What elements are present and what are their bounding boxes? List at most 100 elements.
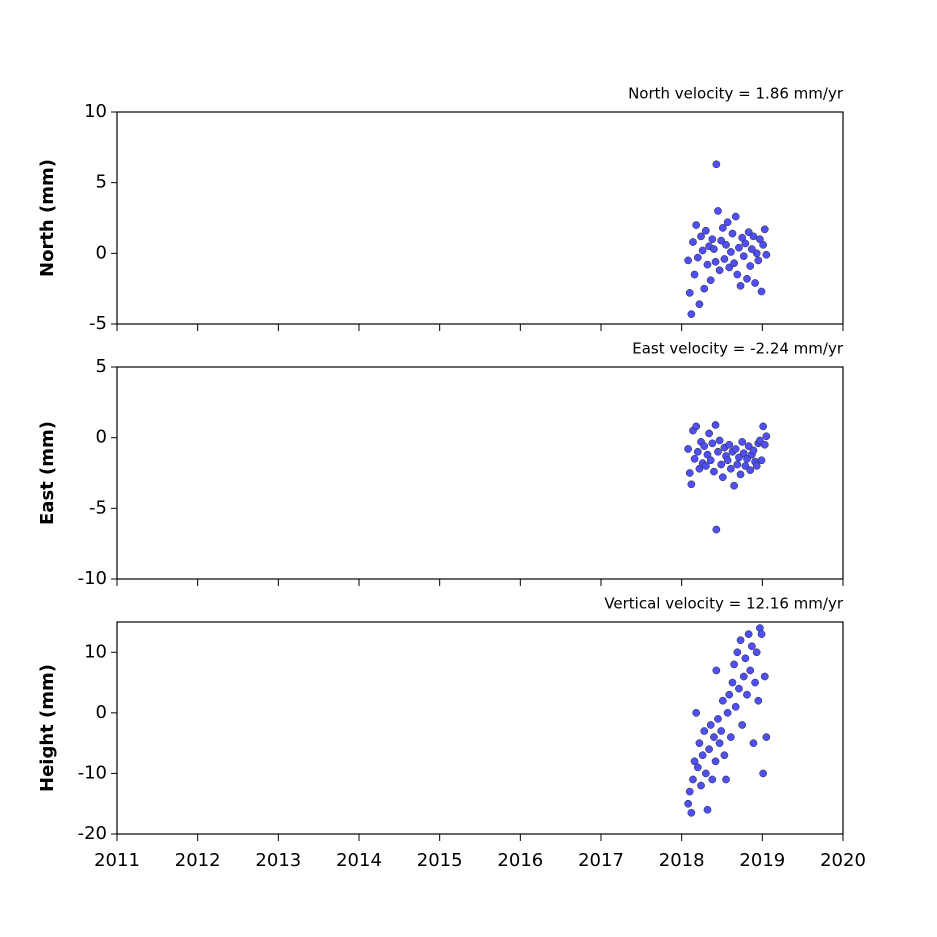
point bbox=[752, 249, 761, 258]
point bbox=[706, 456, 715, 465]
point bbox=[757, 287, 766, 296]
point bbox=[722, 241, 730, 249]
point bbox=[760, 672, 769, 681]
point bbox=[741, 654, 750, 663]
point bbox=[723, 709, 732, 717]
point bbox=[759, 422, 767, 431]
point bbox=[687, 310, 696, 318]
point bbox=[714, 715, 722, 723]
point bbox=[757, 456, 766, 465]
y-tick-label: 0 bbox=[96, 427, 107, 448]
y-tick-label: -5 bbox=[89, 497, 107, 518]
point bbox=[738, 721, 747, 729]
point bbox=[743, 274, 751, 283]
point bbox=[705, 745, 713, 754]
point bbox=[711, 257, 720, 266]
point bbox=[731, 445, 740, 453]
point bbox=[751, 678, 759, 687]
point bbox=[718, 473, 727, 482]
point bbox=[736, 281, 745, 290]
point bbox=[754, 256, 763, 265]
point bbox=[718, 224, 727, 232]
point bbox=[739, 672, 748, 681]
point bbox=[733, 460, 742, 469]
point bbox=[720, 751, 729, 760]
point bbox=[717, 727, 726, 735]
point bbox=[684, 445, 692, 453]
panel-title: North velocity = 1.86 mm/yr bbox=[628, 85, 844, 103]
point bbox=[684, 799, 692, 808]
point bbox=[693, 447, 702, 456]
point bbox=[712, 525, 721, 534]
point bbox=[727, 248, 735, 256]
point bbox=[690, 270, 699, 279]
point bbox=[714, 207, 722, 215]
point bbox=[762, 250, 771, 259]
point bbox=[689, 775, 697, 784]
point bbox=[730, 259, 738, 268]
point bbox=[735, 243, 743, 252]
point bbox=[700, 284, 709, 293]
point bbox=[754, 696, 763, 705]
point bbox=[692, 422, 701, 431]
point bbox=[728, 678, 737, 687]
point bbox=[733, 648, 742, 657]
point bbox=[714, 447, 722, 456]
y-tick-label: 5 bbox=[96, 356, 107, 377]
point bbox=[702, 226, 710, 235]
point bbox=[698, 246, 707, 255]
x-tick-label: 2014 bbox=[336, 850, 382, 871]
y-tick-label: 10 bbox=[84, 101, 107, 122]
point bbox=[695, 739, 704, 747]
point bbox=[705, 429, 713, 438]
point bbox=[744, 630, 753, 638]
point bbox=[708, 775, 717, 784]
point bbox=[717, 236, 726, 245]
point bbox=[708, 235, 717, 244]
point bbox=[715, 266, 724, 275]
x-tick-label: 2015 bbox=[417, 850, 463, 871]
x-tick-label: 2016 bbox=[497, 850, 543, 871]
point bbox=[712, 160, 721, 169]
point bbox=[746, 466, 755, 475]
point bbox=[751, 279, 759, 287]
point bbox=[692, 709, 701, 717]
point bbox=[735, 453, 743, 462]
point bbox=[749, 232, 758, 241]
plot-frame bbox=[116, 366, 844, 580]
point bbox=[736, 636, 745, 645]
point bbox=[727, 464, 735, 473]
point bbox=[736, 470, 745, 479]
point bbox=[746, 262, 755, 270]
point bbox=[744, 442, 753, 450]
point bbox=[749, 446, 758, 455]
point bbox=[728, 229, 737, 238]
point bbox=[743, 690, 751, 699]
point bbox=[739, 252, 748, 261]
point bbox=[747, 642, 756, 651]
x-tick-label: 2017 bbox=[578, 850, 624, 871]
point bbox=[717, 460, 726, 469]
point bbox=[735, 684, 743, 693]
point bbox=[762, 733, 771, 741]
point bbox=[752, 462, 761, 470]
point bbox=[690, 455, 699, 463]
point bbox=[759, 769, 767, 778]
point bbox=[759, 241, 767, 249]
point bbox=[700, 727, 709, 735]
point bbox=[756, 436, 764, 445]
point bbox=[760, 440, 769, 449]
point bbox=[697, 781, 705, 790]
point bbox=[752, 648, 761, 657]
point bbox=[712, 666, 721, 675]
x-tick-label: 2018 bbox=[659, 850, 705, 871]
point bbox=[703, 805, 712, 814]
x-tick-label: 2020 bbox=[820, 850, 866, 871]
point bbox=[685, 787, 694, 796]
point bbox=[710, 733, 718, 741]
point bbox=[762, 432, 771, 441]
point bbox=[757, 630, 766, 638]
point bbox=[746, 666, 755, 675]
point bbox=[711, 757, 720, 766]
point bbox=[687, 480, 696, 489]
